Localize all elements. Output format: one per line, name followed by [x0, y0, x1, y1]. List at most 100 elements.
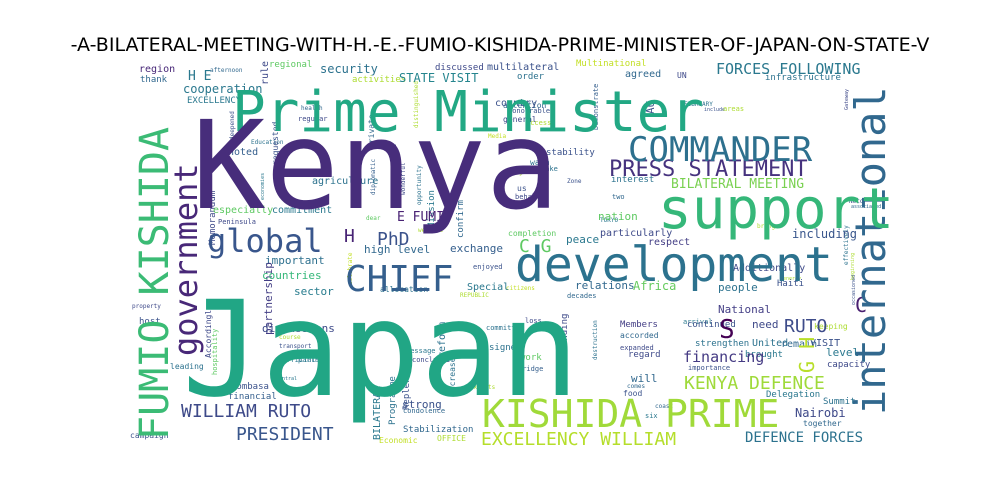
word-nairobi: Nairobi — [795, 406, 846, 420]
word-level: level — [826, 346, 859, 359]
word-health: health — [301, 105, 323, 112]
word-two: two — [612, 193, 625, 201]
word-programme: Programme — [388, 376, 398, 425]
word-interest: interest — [611, 175, 654, 185]
word-countries: countries — [262, 269, 322, 282]
word-respect: respect — [648, 237, 690, 248]
word-take: take — [541, 165, 558, 173]
word-honourable: Honourable — [508, 107, 550, 115]
word-c-g: C G — [519, 236, 552, 257]
word-united: United — [752, 338, 788, 349]
word-access: access — [526, 119, 551, 127]
word-understanding: Understanding — [560, 314, 570, 384]
word-expanded: expanded — [620, 344, 654, 352]
word-agreed: agreed — [625, 69, 661, 80]
word-c: C — [855, 293, 867, 317]
word-particularly: particularly — [600, 228, 672, 239]
word-coast: coast — [655, 403, 673, 410]
word-general: general — [503, 115, 537, 124]
word-bilateral-meeting: BILATERAL MEETING — [671, 177, 804, 192]
word-un: UN — [677, 71, 687, 80]
word-region: region — [139, 64, 175, 75]
word-welcome: welcome — [418, 227, 444, 234]
word-transport: transport — [279, 343, 312, 350]
word-h: H — [344, 226, 355, 247]
word-reform: reform — [437, 322, 448, 358]
word-mombasa: Mombasa — [231, 382, 269, 392]
word-delegation: Delegation — [766, 390, 820, 400]
word-members: Members — [620, 320, 658, 330]
word-discussions: discussions — [262, 322, 335, 335]
word-citizens: citizens — [506, 285, 535, 292]
word-financing: financing — [683, 348, 764, 366]
word-bridge: Bridge — [518, 365, 543, 373]
word-important: important — [265, 254, 325, 267]
word-energy: energy — [783, 276, 801, 282]
word-capacity: capacity — [827, 360, 871, 370]
word-bring: bring — [757, 223, 775, 230]
word-defence-forces: DEFENCE FORCES — [745, 430, 863, 446]
word-demonstrate: Demonstrate — [592, 84, 600, 130]
word-year: year — [519, 167, 538, 176]
word-replenishment: Replenishment — [402, 340, 412, 410]
word-nation: nation — [598, 210, 638, 223]
word-requested: requested — [271, 121, 280, 165]
word-opportunity: opportunity — [416, 165, 423, 205]
word-support: support — [658, 177, 894, 242]
word-fumio-kishida: FUMIO KISHIDA — [132, 127, 178, 440]
word-leading: leading — [170, 362, 204, 371]
word-us: us — [517, 184, 527, 193]
word-republic: REPUBLIC — [460, 292, 489, 299]
word-rule: rule — [260, 61, 271, 85]
word-sector: sector — [294, 285, 334, 298]
word-country: country — [495, 98, 537, 109]
word-condolence: condolence — [403, 407, 445, 415]
word-distinguished: distinguished — [413, 81, 420, 128]
word-excellency: EXCELLENCY — [187, 96, 242, 106]
word-high-level: high level — [364, 243, 430, 256]
word-concluded: concluded — [412, 356, 450, 364]
word-forces-following: FORCES FOLLOWING — [716, 60, 861, 78]
word-destruction: destruction — [592, 320, 599, 360]
word-regional: regional — [269, 60, 312, 70]
word-accorded: accorded — [620, 331, 659, 340]
word-memorandum: Memorandum — [208, 191, 218, 245]
word-afternoon: afternoon — [210, 67, 243, 74]
word-include: include — [704, 107, 725, 113]
word-signed: signed — [489, 343, 522, 353]
word-global: global — [207, 222, 323, 260]
word-exports: exports — [470, 384, 496, 391]
word-economies: economies — [260, 173, 266, 200]
word-development: development — [515, 237, 833, 293]
word-importance: importance — [688, 364, 730, 372]
word-message: message — [406, 347, 436, 355]
word-associated: associated — [851, 204, 881, 210]
word-completion: completion — [508, 229, 556, 238]
word-gateway: Gateway — [844, 89, 850, 110]
word-occasioned: occasioned — [851, 275, 857, 305]
word-media: Media — [488, 133, 506, 140]
word-visit: VISIT — [810, 338, 840, 349]
word-kenya: Kenya — [192, 95, 559, 237]
word-education: Education — [251, 139, 284, 146]
word-warm: warm — [530, 158, 549, 167]
word-six: six — [645, 412, 658, 420]
word-exchange: exchange — [450, 242, 503, 255]
word-need: need — [752, 318, 779, 331]
word-multilateral: multilateral — [487, 62, 559, 73]
word-phd: PhD — [377, 229, 410, 250]
word-press-statement: PRESS STATEMENT — [609, 157, 808, 182]
word-kenya-defence: KENYA DEFENCE — [684, 373, 825, 394]
word-beginning: beginning — [850, 253, 856, 280]
word-deepened: deepened — [229, 111, 236, 140]
word-s: S — [719, 315, 735, 345]
word-peninsula: Peninsula — [218, 218, 256, 226]
word-infrastructure: infrastructure — [765, 73, 841, 83]
word-haiti: Haiti — [777, 279, 804, 289]
word-including: including — [792, 227, 857, 241]
word-celebrate: celebrate — [347, 252, 354, 285]
word-food: food — [623, 389, 642, 398]
word-decades: decades — [567, 292, 597, 300]
word-property: property — [132, 303, 161, 310]
